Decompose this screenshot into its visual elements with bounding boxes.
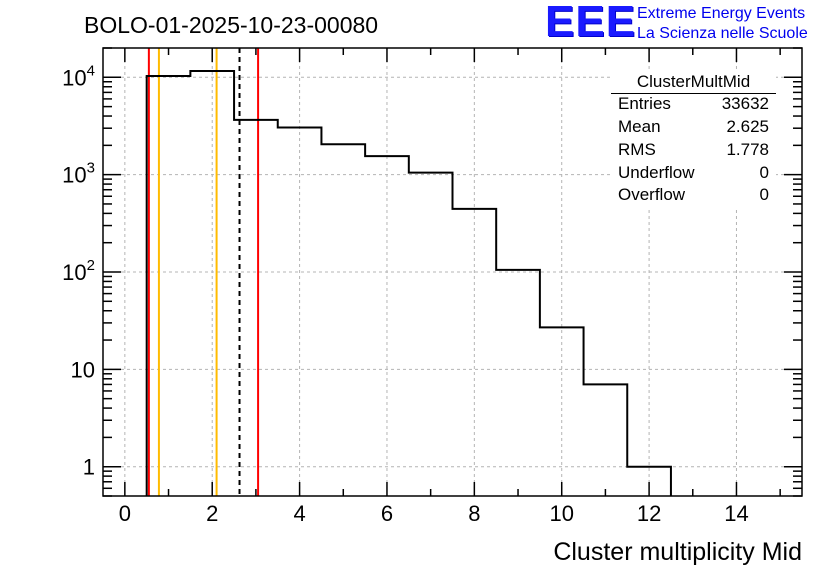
y-tick-label: 102	[62, 257, 95, 285]
x-tick-labels: 0 2 4 6 8 10 12 14	[119, 501, 749, 526]
stats-value: 0	[759, 185, 769, 204]
stats-box: ClusterMultMid Entries 33632 Mean 2.625 …	[611, 71, 776, 209]
histogram-outline	[145, 70, 672, 496]
y-tick-label: 104	[62, 62, 95, 90]
y-tick-labels: 1 10 102 103 104	[62, 62, 95, 479]
logo-tagline-1: Extreme Energy Events	[637, 5, 806, 22]
stats-row-mean: Mean 2.625	[618, 116, 769, 138]
stats-title: ClusterMultMid	[611, 71, 776, 94]
x-tick-label: 4	[293, 501, 305, 526]
logo-tagline-2: La Scienza nelle Scuole	[637, 25, 808, 42]
x-tick-label: 8	[468, 501, 480, 526]
stats-value: 1.778	[726, 140, 769, 159]
stats-key: Underflow	[618, 163, 695, 182]
x-tick-label: 10	[549, 501, 573, 526]
stats-row-overflow: Overflow 0	[618, 184, 769, 206]
x-tick-label: 12	[637, 501, 661, 526]
stats-key: Entries	[618, 94, 671, 113]
axis-ticks	[103, 47, 802, 497]
x-tick-label: 0	[119, 501, 131, 526]
histogram-series	[145, 70, 672, 496]
eee-logo: EEE Extreme Energy Events La Scienza nel…	[545, 0, 835, 46]
chart-title: BOLO-01-2025-10-23-00080	[84, 12, 379, 38]
x-tick-label: 6	[381, 501, 393, 526]
x-axis-title: Cluster multiplicity Mid	[553, 538, 802, 566]
x-tick-label: 14	[724, 501, 748, 526]
y-tick-label: 103	[62, 160, 95, 188]
eee-logo-mark: EEE	[545, 0, 637, 46]
stats-key: Mean	[618, 117, 661, 136]
x-tick-label: 2	[206, 501, 218, 526]
stats-row-rms: RMS 1.778	[618, 139, 769, 161]
y-tick-label: 1	[83, 455, 95, 480]
stats-row-entries: Entries 33632	[618, 93, 769, 115]
stats-row-underflow: Underflow 0	[618, 162, 769, 184]
stats-value: 0	[759, 163, 769, 182]
y-tick-label: 10	[71, 357, 95, 382]
stats-value: 33632	[721, 94, 769, 113]
stats-key: RMS	[618, 140, 656, 159]
marker-lines	[147, 48, 260, 496]
stats-key: Overflow	[618, 185, 686, 204]
stats-value: 2.625	[726, 117, 769, 136]
